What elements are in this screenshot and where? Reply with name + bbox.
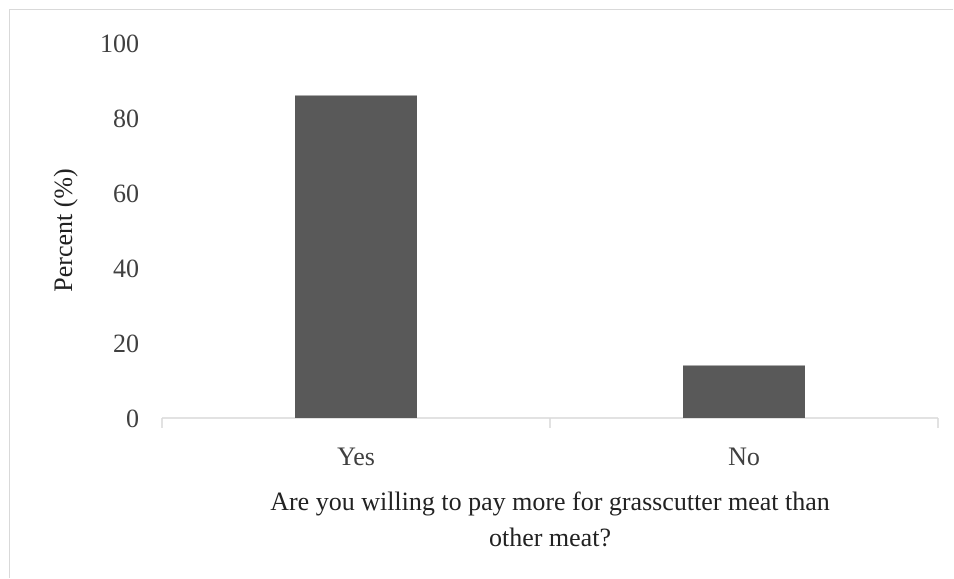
y-tick-label: 40 xyxy=(113,254,139,283)
bar-no xyxy=(683,365,805,418)
x-tick-label-yes: Yes xyxy=(337,442,375,471)
y-tick-label: 100 xyxy=(100,29,139,58)
y-tick-label: 20 xyxy=(113,329,139,358)
y-axis-title: Percent (%) xyxy=(49,168,78,291)
x-axis-category-labels: Yes No xyxy=(337,442,760,471)
x-axis-title-line-2: other meat? xyxy=(489,523,611,552)
bar-yes xyxy=(295,95,417,418)
y-tick-label: 80 xyxy=(113,104,139,133)
bars xyxy=(295,95,805,418)
y-tick-label: 0 xyxy=(126,404,139,433)
x-tick-label-no: No xyxy=(728,442,760,471)
y-tick-label: 60 xyxy=(113,179,139,208)
x-axis-title-line-1: Are you willing to pay more for grasscut… xyxy=(270,487,830,516)
y-axis-ticks: 0 20 40 60 80 100 xyxy=(100,29,139,433)
chart-frame xyxy=(9,9,953,578)
x-axis-tick-marks xyxy=(161,418,939,428)
